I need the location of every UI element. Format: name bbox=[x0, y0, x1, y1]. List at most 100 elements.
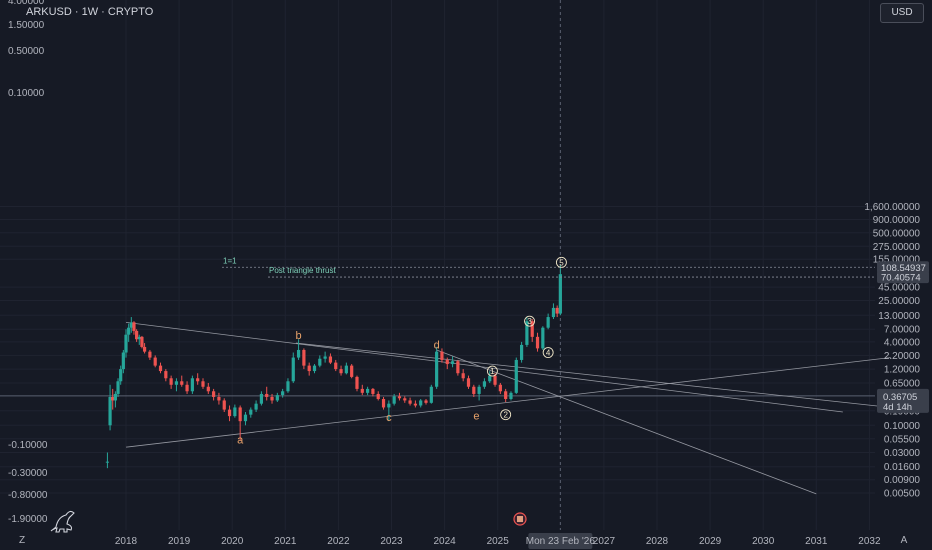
candle-body bbox=[249, 409, 253, 415]
candle-body bbox=[105, 461, 110, 463]
candle-body bbox=[397, 396, 402, 399]
candle-body bbox=[116, 381, 120, 394]
candle-body bbox=[318, 358, 322, 366]
impulse-wave-label: 3 bbox=[527, 317, 532, 326]
candle-body bbox=[328, 356, 333, 363]
time-tick-label: 2023 bbox=[380, 536, 403, 547]
dinosaur-logo bbox=[50, 510, 75, 533]
left-axis-label: 4.00000 bbox=[8, 0, 45, 7]
candle-body bbox=[424, 400, 428, 403]
current-price-label: 0.36705 bbox=[883, 392, 917, 403]
time-tick-label: 2027 bbox=[593, 536, 616, 547]
candle-body bbox=[185, 384, 189, 392]
corrective-wave-label: d bbox=[434, 339, 440, 351]
price-tick-label: 7.00000 bbox=[884, 325, 921, 336]
candle-body bbox=[519, 344, 524, 360]
price-tick-label: 25.00000 bbox=[878, 296, 920, 307]
time-tick-label: 2032 bbox=[858, 536, 881, 547]
candle-body bbox=[124, 334, 128, 353]
candle-body bbox=[270, 396, 274, 401]
wave-labels: a b c d e 1 2 3 4 5 bbox=[237, 256, 567, 446]
candle-body bbox=[275, 395, 279, 401]
price-tick-label: 13.00000 bbox=[878, 311, 920, 322]
time-tick-label: 2022 bbox=[327, 536, 350, 547]
countdown-label: 4d 14h bbox=[883, 402, 912, 413]
zoom-icon[interactable]: Z bbox=[19, 535, 25, 546]
candle-body bbox=[296, 349, 301, 358]
candle-body bbox=[119, 369, 123, 382]
candle-body bbox=[148, 351, 152, 358]
candle-body bbox=[254, 403, 258, 410]
time-tick-label: 2029 bbox=[699, 536, 722, 547]
price-tick-label: 0.05500 bbox=[884, 434, 921, 445]
candle-body bbox=[227, 409, 232, 417]
candle-body bbox=[429, 386, 433, 403]
auto-scale-button[interactable]: A bbox=[901, 535, 908, 546]
candle-body bbox=[265, 393, 269, 397]
candle-body bbox=[164, 371, 168, 379]
impulse-wave-label: 4 bbox=[546, 349, 551, 358]
left-axis: 4.00000 1.50000 0.50000 0.10000 -0.10000 -0.3… bbox=[8, 0, 48, 525]
left-axis-label: 0.50000 bbox=[8, 46, 45, 57]
price-tick-label: 2.20000 bbox=[884, 351, 921, 362]
candle-body bbox=[196, 378, 200, 382]
candle-body bbox=[217, 396, 221, 401]
candle-body bbox=[334, 362, 338, 370]
candle-body bbox=[206, 386, 210, 392]
candle-body bbox=[201, 381, 205, 387]
candle-body bbox=[212, 391, 216, 397]
candle-body bbox=[541, 327, 545, 349]
candle-body bbox=[440, 351, 444, 360]
candle-body bbox=[504, 391, 508, 399]
time-tick-label: 2020 bbox=[221, 536, 244, 547]
candle-body bbox=[419, 400, 423, 406]
wave-circle bbox=[500, 409, 512, 421]
candle-body bbox=[525, 321, 529, 345]
candle-body bbox=[137, 336, 141, 340]
price-tick-label: 0.01600 bbox=[884, 462, 921, 473]
candle-body bbox=[555, 307, 559, 314]
dinosaur-shape bbox=[50, 510, 75, 533]
time-tick-label: 2031 bbox=[805, 536, 828, 547]
candle-body bbox=[259, 393, 264, 404]
price-tick-label: 45.00000 bbox=[878, 283, 920, 294]
time-tick-label: 2019 bbox=[168, 536, 191, 547]
currency-button[interactable]: USD bbox=[880, 3, 924, 23]
candle-body bbox=[129, 322, 133, 328]
candle-body bbox=[551, 307, 556, 318]
candle-body bbox=[174, 381, 179, 385]
candle-body bbox=[360, 388, 364, 393]
trendline bbox=[125, 357, 891, 448]
right-price-axis[interactable]: 1,600.00000 900.00000 500.00000 275.00000 15… bbox=[864, 202, 929, 500]
price-tick-label: 1,600.00000 bbox=[864, 202, 920, 213]
crosshair-date-box bbox=[528, 533, 593, 549]
candle-body bbox=[339, 369, 343, 374]
candle-body bbox=[135, 330, 139, 340]
candle-body bbox=[371, 388, 375, 394]
candle-body bbox=[190, 378, 194, 392]
thrust-label: Post triangle thrust bbox=[269, 266, 336, 275]
time-axis[interactable]: 2018 2019 2020 2021 2022 2023 2024 2025 2027 2028… bbox=[115, 533, 881, 549]
left-axis-label: -1.90000 bbox=[8, 514, 48, 525]
candle-body bbox=[121, 352, 125, 370]
candle-body bbox=[222, 400, 226, 410]
candle-body bbox=[169, 378, 173, 385]
candle-body bbox=[403, 398, 407, 401]
candle-body bbox=[291, 357, 295, 382]
trendline bbox=[295, 342, 891, 408]
candle-body bbox=[344, 365, 348, 374]
wave-circle bbox=[542, 347, 554, 358]
time-tick-label: 2028 bbox=[646, 536, 669, 547]
candle-body bbox=[153, 357, 157, 366]
candle-body bbox=[472, 386, 476, 394]
price-tick-label: 155.00000 bbox=[873, 255, 921, 266]
candle-body bbox=[450, 361, 455, 365]
left-axis-label: 1.50000 bbox=[8, 20, 45, 31]
price-tick-label: 0.10000 bbox=[884, 421, 921, 432]
time-tick-label: 2018 bbox=[115, 536, 138, 547]
trendline bbox=[436, 349, 817, 495]
candle-body bbox=[140, 336, 144, 347]
wave-circle bbox=[524, 315, 536, 327]
impulse-wave-label: 2 bbox=[503, 411, 508, 420]
